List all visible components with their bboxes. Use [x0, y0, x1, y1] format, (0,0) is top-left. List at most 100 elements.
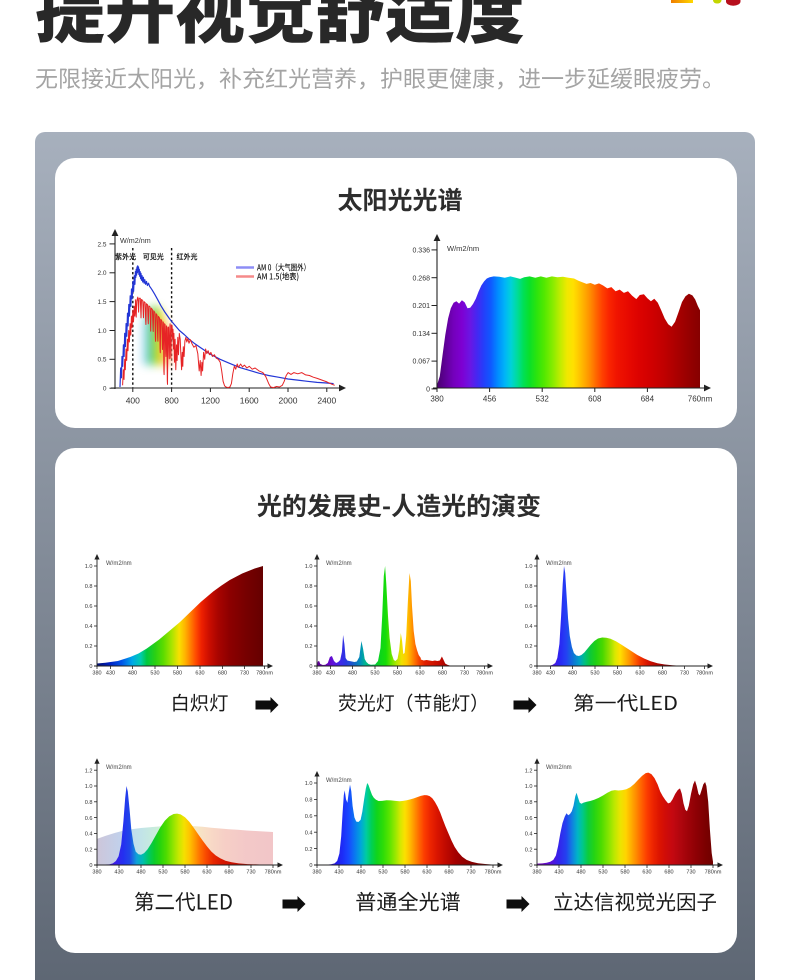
svg-text:W/m2/nm: W/m2/nm — [326, 778, 352, 784]
svg-text:580: 580 — [400, 870, 409, 876]
svg-text:400: 400 — [126, 395, 140, 405]
svg-text:0.2: 0.2 — [305, 847, 313, 853]
svg-text:630: 630 — [642, 870, 651, 876]
svg-text:380: 380 — [312, 671, 321, 677]
svg-text:430: 430 — [326, 671, 335, 677]
svg-text:480: 480 — [348, 671, 357, 677]
svg-text:380: 380 — [532, 870, 541, 876]
svg-text:580: 580 — [173, 671, 182, 677]
svg-text:0.8: 0.8 — [85, 584, 93, 590]
svg-text:680: 680 — [224, 870, 233, 876]
svg-text:0.5: 0.5 — [97, 357, 106, 364]
svg-text:608: 608 — [588, 395, 602, 404]
svg-text:0: 0 — [89, 664, 92, 670]
svg-text:1.0: 1.0 — [305, 781, 313, 787]
svg-text:0.134: 0.134 — [412, 331, 430, 338]
svg-text:800: 800 — [165, 395, 179, 405]
svg-text:780nm: 780nm — [705, 870, 722, 876]
svg-text:0.4: 0.4 — [305, 830, 313, 836]
svg-text:430: 430 — [106, 671, 115, 677]
svg-text:0.8: 0.8 — [305, 798, 313, 804]
svg-text:730: 730 — [680, 671, 689, 677]
svg-text:456: 456 — [483, 395, 497, 404]
svg-text:684: 684 — [641, 395, 655, 404]
svg-text:0.6: 0.6 — [525, 604, 533, 610]
svg-text:480: 480 — [128, 671, 137, 677]
svg-text:730: 730 — [686, 870, 695, 876]
svg-text:680: 680 — [444, 870, 453, 876]
svg-text:0.2: 0.2 — [305, 644, 313, 650]
svg-text:580: 580 — [620, 870, 629, 876]
svg-text:1.0: 1.0 — [85, 784, 93, 790]
svg-text:1.0: 1.0 — [97, 328, 106, 335]
svg-text:730: 730 — [466, 870, 475, 876]
svg-text:0.4: 0.4 — [85, 624, 93, 630]
svg-text:W/m2/nm: W/m2/nm — [120, 236, 151, 245]
svg-text:430: 430 — [334, 870, 343, 876]
svg-text:680: 680 — [658, 671, 667, 677]
svg-text:0.2: 0.2 — [525, 847, 533, 853]
svg-text:480: 480 — [576, 870, 585, 876]
svg-text:0.268: 0.268 — [412, 275, 430, 282]
svg-text:380: 380 — [430, 395, 444, 404]
svg-text:480: 480 — [136, 870, 145, 876]
svg-text:480: 480 — [356, 870, 365, 876]
svg-text:1.0: 1.0 — [525, 564, 533, 570]
svg-text:630: 630 — [202, 870, 211, 876]
svg-text:380: 380 — [92, 870, 101, 876]
svg-text:780nm: 780nm — [476, 671, 493, 677]
svg-text:1.0: 1.0 — [525, 784, 533, 790]
svg-text:430: 430 — [114, 870, 123, 876]
svg-text:0.4: 0.4 — [305, 624, 313, 630]
svg-text:1.2: 1.2 — [525, 768, 533, 774]
svg-text:0: 0 — [426, 387, 430, 394]
svg-text:730: 730 — [246, 870, 255, 876]
svg-text:760nm: 760nm — [688, 395, 713, 404]
svg-text:780nm: 780nm — [485, 870, 502, 876]
svg-text:0.4: 0.4 — [525, 832, 533, 838]
svg-text:0.6: 0.6 — [85, 604, 93, 610]
svg-text:2400: 2400 — [317, 395, 336, 405]
svg-text:0.201: 0.201 — [412, 303, 430, 310]
svg-text:0: 0 — [309, 863, 312, 869]
svg-text:W/m2/nm: W/m2/nm — [546, 765, 572, 771]
svg-text:730: 730 — [240, 671, 249, 677]
svg-text:780nm: 780nm — [696, 671, 713, 677]
svg-text:2000: 2000 — [279, 395, 298, 405]
svg-text:W/m2/nm: W/m2/nm — [546, 561, 572, 567]
svg-text:1.5: 1.5 — [97, 299, 106, 306]
svg-text:0.6: 0.6 — [525, 816, 533, 822]
svg-text:W/m2/nm: W/m2/nm — [106, 765, 132, 771]
svg-text:0.6: 0.6 — [85, 816, 93, 822]
svg-text:0.2: 0.2 — [85, 644, 93, 650]
svg-text:0.6: 0.6 — [305, 814, 313, 820]
svg-text:630: 630 — [422, 870, 431, 876]
svg-text:530: 530 — [378, 870, 387, 876]
svg-text:0.2: 0.2 — [525, 644, 533, 650]
svg-text:0: 0 — [103, 386, 107, 393]
svg-text:680: 680 — [438, 671, 447, 677]
svg-text:380: 380 — [312, 870, 321, 876]
svg-text:0.067: 0.067 — [412, 359, 430, 366]
svg-text:480: 480 — [568, 671, 577, 677]
svg-text:580: 580 — [393, 671, 402, 677]
svg-text:530: 530 — [150, 671, 159, 677]
svg-text:1200: 1200 — [201, 395, 220, 405]
svg-text:680: 680 — [218, 671, 227, 677]
svg-text:0: 0 — [529, 664, 532, 670]
svg-text:0: 0 — [309, 664, 312, 670]
svg-text:0.8: 0.8 — [85, 800, 93, 806]
svg-text:580: 580 — [613, 671, 622, 677]
svg-text:530: 530 — [598, 870, 607, 876]
svg-text:W/m2/nm: W/m2/nm — [326, 561, 352, 567]
svg-text:430: 430 — [554, 870, 563, 876]
svg-text:780nm: 780nm — [265, 870, 282, 876]
svg-text:530: 530 — [370, 671, 379, 677]
svg-text:0.4: 0.4 — [85, 832, 93, 838]
svg-text:680: 680 — [664, 870, 673, 876]
svg-text:530: 530 — [590, 671, 599, 677]
svg-text:2.0: 2.0 — [97, 270, 106, 277]
svg-text:0.2: 0.2 — [85, 847, 93, 853]
svg-text:430: 430 — [546, 671, 555, 677]
svg-text:530: 530 — [158, 870, 167, 876]
